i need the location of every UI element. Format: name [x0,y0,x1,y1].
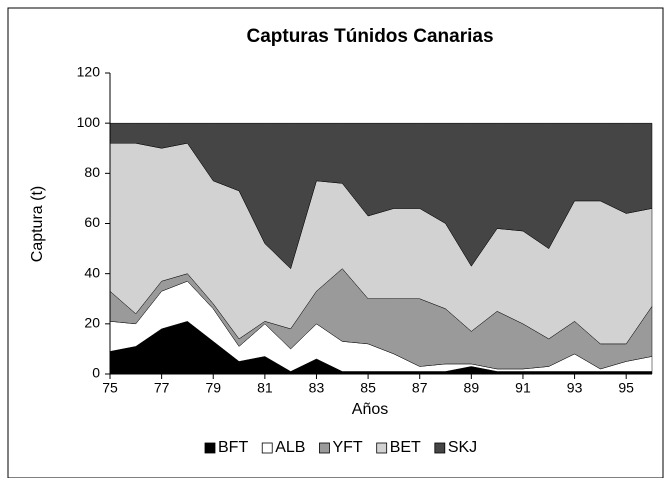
x-tick-label: 95 [618,380,634,396]
x-tick-label: 81 [257,380,273,396]
x-tick-label: 89 [464,380,480,396]
y-tick-label: 0 [92,365,100,381]
y-tick-label: 80 [84,164,100,180]
x-tick-label: 85 [360,380,376,396]
y-tick-label: 60 [84,214,100,230]
chart-title: Capturas Túnidos Canarias [246,26,493,47]
legend-swatch [204,442,216,454]
x-tick-label: 87 [412,380,428,396]
x-tick-label: 93 [567,380,583,396]
y-tick-label: 20 [84,315,100,331]
legend-label: YFT [332,439,362,456]
x-tick-label: 79 [205,380,221,396]
x-tick-label: 77 [154,380,170,396]
y-axis-label: Captura (t) [29,186,46,262]
legend-label: SKJ [448,439,477,456]
x-tick-label: 83 [309,380,325,396]
legend-label: BFT [218,439,248,456]
legend-label: BET [390,439,421,456]
legend-swatch [319,442,330,454]
legend-swatch [376,442,388,454]
legend-swatch [261,442,273,454]
y-tick-label: 40 [84,264,100,280]
y-tick-label: 120 [77,64,101,80]
y-tick-label: 100 [77,114,101,130]
x-tick-label: 91 [515,380,531,396]
area [109,122,653,270]
legend-swatch [434,442,446,454]
x-axis-label: Años [352,401,388,418]
legend-label: ALB [275,439,305,456]
x-tick-label: 75 [102,380,118,396]
